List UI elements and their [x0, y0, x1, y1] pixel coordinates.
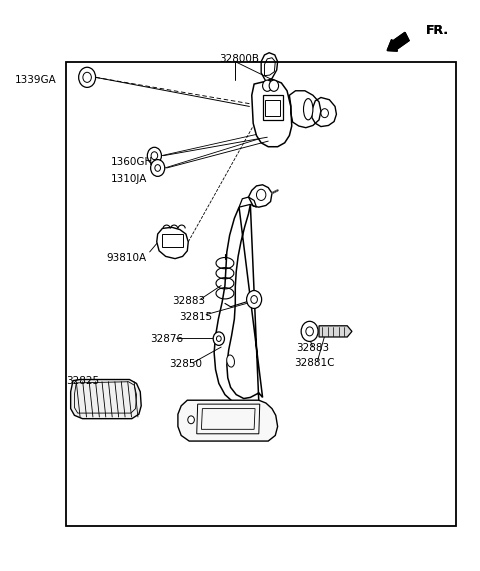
- FancyBboxPatch shape: [66, 62, 456, 526]
- Text: 1339GA: 1339GA: [15, 75, 57, 85]
- Circle shape: [83, 73, 91, 82]
- Circle shape: [301, 321, 318, 341]
- Polygon shape: [71, 380, 141, 419]
- Circle shape: [321, 108, 328, 118]
- Circle shape: [263, 80, 272, 91]
- Ellipse shape: [227, 355, 234, 367]
- Circle shape: [251, 296, 257, 303]
- Circle shape: [151, 160, 165, 176]
- Circle shape: [306, 327, 313, 336]
- Circle shape: [216, 336, 221, 341]
- Text: 32850: 32850: [169, 359, 203, 369]
- FancyArrow shape: [387, 33, 409, 51]
- Polygon shape: [319, 326, 352, 337]
- Circle shape: [269, 80, 278, 91]
- Ellipse shape: [303, 99, 313, 120]
- Text: FR.: FR.: [426, 25, 449, 37]
- Circle shape: [79, 67, 96, 87]
- Text: 32825: 32825: [66, 376, 99, 385]
- Circle shape: [147, 147, 161, 164]
- Circle shape: [256, 189, 266, 200]
- Text: 32800B: 32800B: [219, 54, 259, 64]
- Text: 32815: 32815: [179, 312, 212, 323]
- Circle shape: [155, 164, 160, 171]
- Text: FR.: FR.: [426, 25, 449, 37]
- Text: 93810A: 93810A: [106, 252, 146, 263]
- Circle shape: [213, 332, 225, 345]
- Text: 32881C: 32881C: [294, 357, 335, 368]
- Circle shape: [188, 416, 194, 424]
- Text: 1360GH: 1360GH: [110, 158, 153, 167]
- Text: 32883: 32883: [297, 343, 330, 353]
- Text: 32883: 32883: [172, 296, 205, 306]
- Polygon shape: [178, 400, 277, 441]
- Text: 32876: 32876: [151, 333, 184, 344]
- FancyArrow shape: [387, 33, 409, 51]
- Circle shape: [151, 152, 157, 160]
- Text: 1310JA: 1310JA: [110, 174, 147, 184]
- Circle shape: [247, 291, 262, 308]
